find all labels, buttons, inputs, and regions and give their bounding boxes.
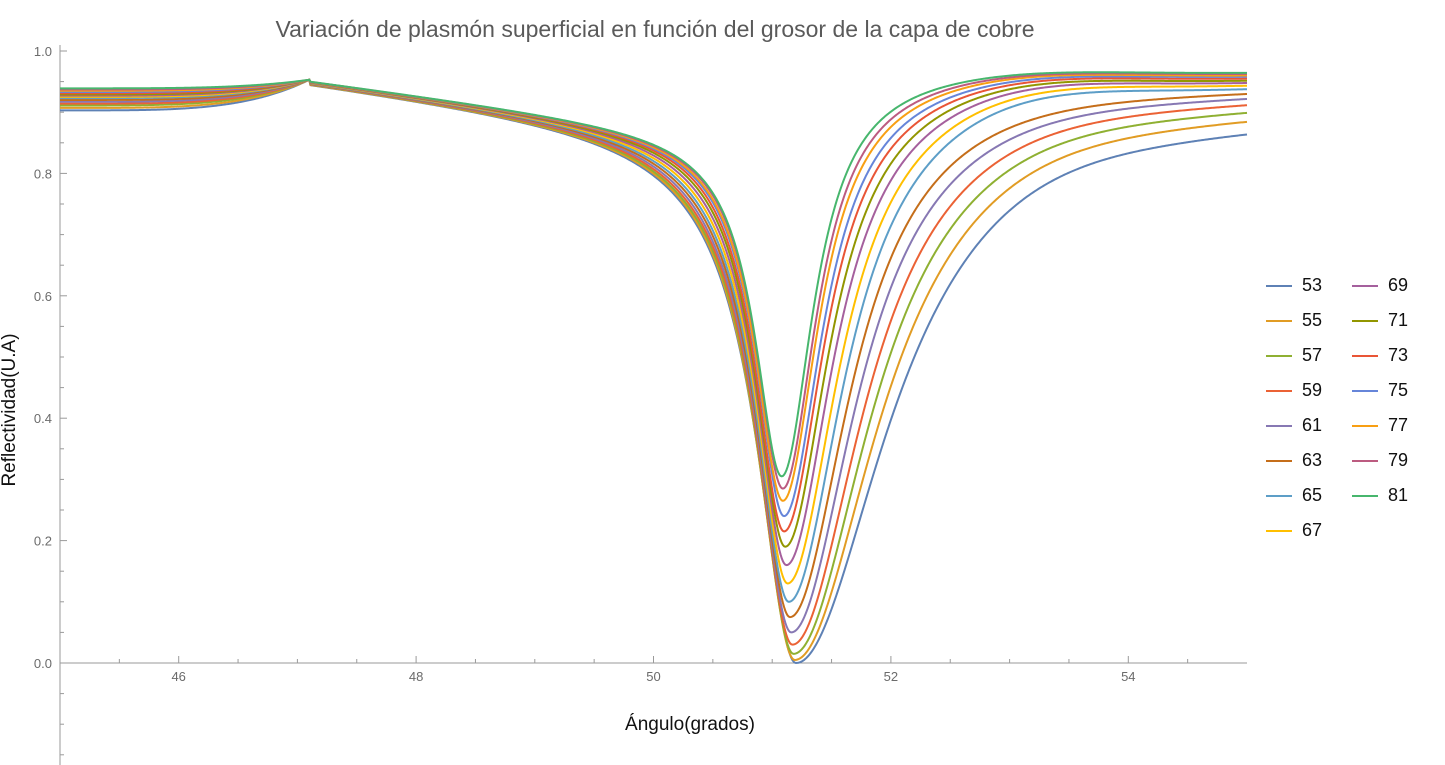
x-tick-label: 54 (1121, 669, 1135, 684)
legend-item-59: 59 (1266, 373, 1352, 408)
legend-item-67: 67 (1266, 513, 1352, 548)
legend-label: 53 (1302, 275, 1323, 295)
y-axis-title: Reflectividad(U.A) (0, 333, 20, 486)
series-line-57 (60, 78, 1248, 655)
legend-item-57: 57 (1266, 338, 1352, 373)
legend-swatch (1266, 354, 1292, 357)
legend-swatch (1352, 459, 1378, 462)
series-line-75 (60, 75, 1248, 518)
series-line-59 (60, 78, 1248, 646)
legend-swatch (1266, 424, 1292, 427)
legend-label: 79 (1388, 450, 1409, 470)
legend-label: 69 (1388, 275, 1409, 295)
legend-item-61: 61 (1266, 408, 1352, 443)
legend-swatch (1352, 319, 1378, 322)
y-tick-label: 0.2 (34, 534, 52, 549)
legend-label: 67 (1302, 520, 1323, 540)
x-tick-label: 48 (409, 669, 423, 684)
legend-label: 75 (1388, 380, 1409, 400)
series-line-55 (60, 78, 1248, 661)
series-line-63 (60, 78, 1248, 619)
y-tick-label: 0.6 (34, 289, 52, 304)
legend-label: 77 (1388, 415, 1409, 435)
legend-item-73: 73 (1352, 338, 1438, 373)
legend-swatch (1266, 319, 1292, 322)
x-axis-title: Ángulo(grados) (625, 714, 755, 735)
legend-label: 57 (1302, 345, 1323, 365)
y-tick-label: 0.0 (34, 656, 52, 671)
legend-swatch (1352, 284, 1378, 287)
legend-swatch (1266, 529, 1292, 532)
series-line-79 (60, 72, 1248, 490)
legend-swatch (1352, 424, 1378, 427)
legend-label: 61 (1302, 415, 1323, 435)
series-group (60, 71, 1248, 665)
legend-label: 55 (1302, 310, 1323, 330)
legend-label: 73 (1388, 345, 1409, 365)
legend-item-79: 79 (1352, 443, 1438, 478)
series-line-53 (60, 78, 1248, 665)
legend-swatch (1352, 494, 1378, 497)
legend-item-69: 69 (1352, 268, 1438, 303)
legend-label: 71 (1388, 310, 1409, 330)
legend-swatch (1352, 389, 1378, 392)
x-tick-label: 46 (171, 669, 185, 684)
legend-label: 63 (1302, 450, 1323, 470)
legend-swatch (1352, 354, 1378, 357)
y-tick-label: 0.4 (34, 411, 52, 426)
series-line-61 (60, 78, 1248, 634)
y-tick-label: 1.0 (34, 44, 52, 59)
y-tick-label: 0.8 (34, 166, 52, 181)
legend-item-71: 71 (1352, 303, 1438, 338)
legend-swatch (1266, 494, 1292, 497)
x-tick-label: 52 (884, 669, 898, 684)
legend-swatch (1266, 459, 1292, 462)
legend-item-81: 81 (1352, 478, 1438, 513)
legend-item-63: 63 (1266, 443, 1352, 478)
legend-item-65: 65 (1266, 478, 1352, 513)
legend-swatch (1266, 389, 1292, 392)
legend-item-77: 77 (1352, 408, 1438, 443)
legend-item-75: 75 (1352, 373, 1438, 408)
legend-item-53: 53 (1266, 268, 1352, 303)
chart-title: Variación de plasmón superficial en func… (275, 16, 1035, 42)
legend-label: 65 (1302, 485, 1323, 505)
legend-label: 81 (1388, 485, 1409, 505)
legend-item-55: 55 (1266, 303, 1352, 338)
series-line-77 (60, 73, 1248, 502)
legend-label: 59 (1302, 380, 1323, 400)
axes: 46 48 50 52 54 0.0 0.2 0.4 0.6 0.8 1.0 (34, 44, 1247, 765)
legend: 53 55 57 59 61 63 65 67 69 71 73 75 77 79 81 (1266, 268, 1438, 548)
series-line-81 (60, 71, 1248, 478)
legend-swatch (1266, 284, 1292, 287)
x-tick-label: 50 (646, 669, 660, 684)
